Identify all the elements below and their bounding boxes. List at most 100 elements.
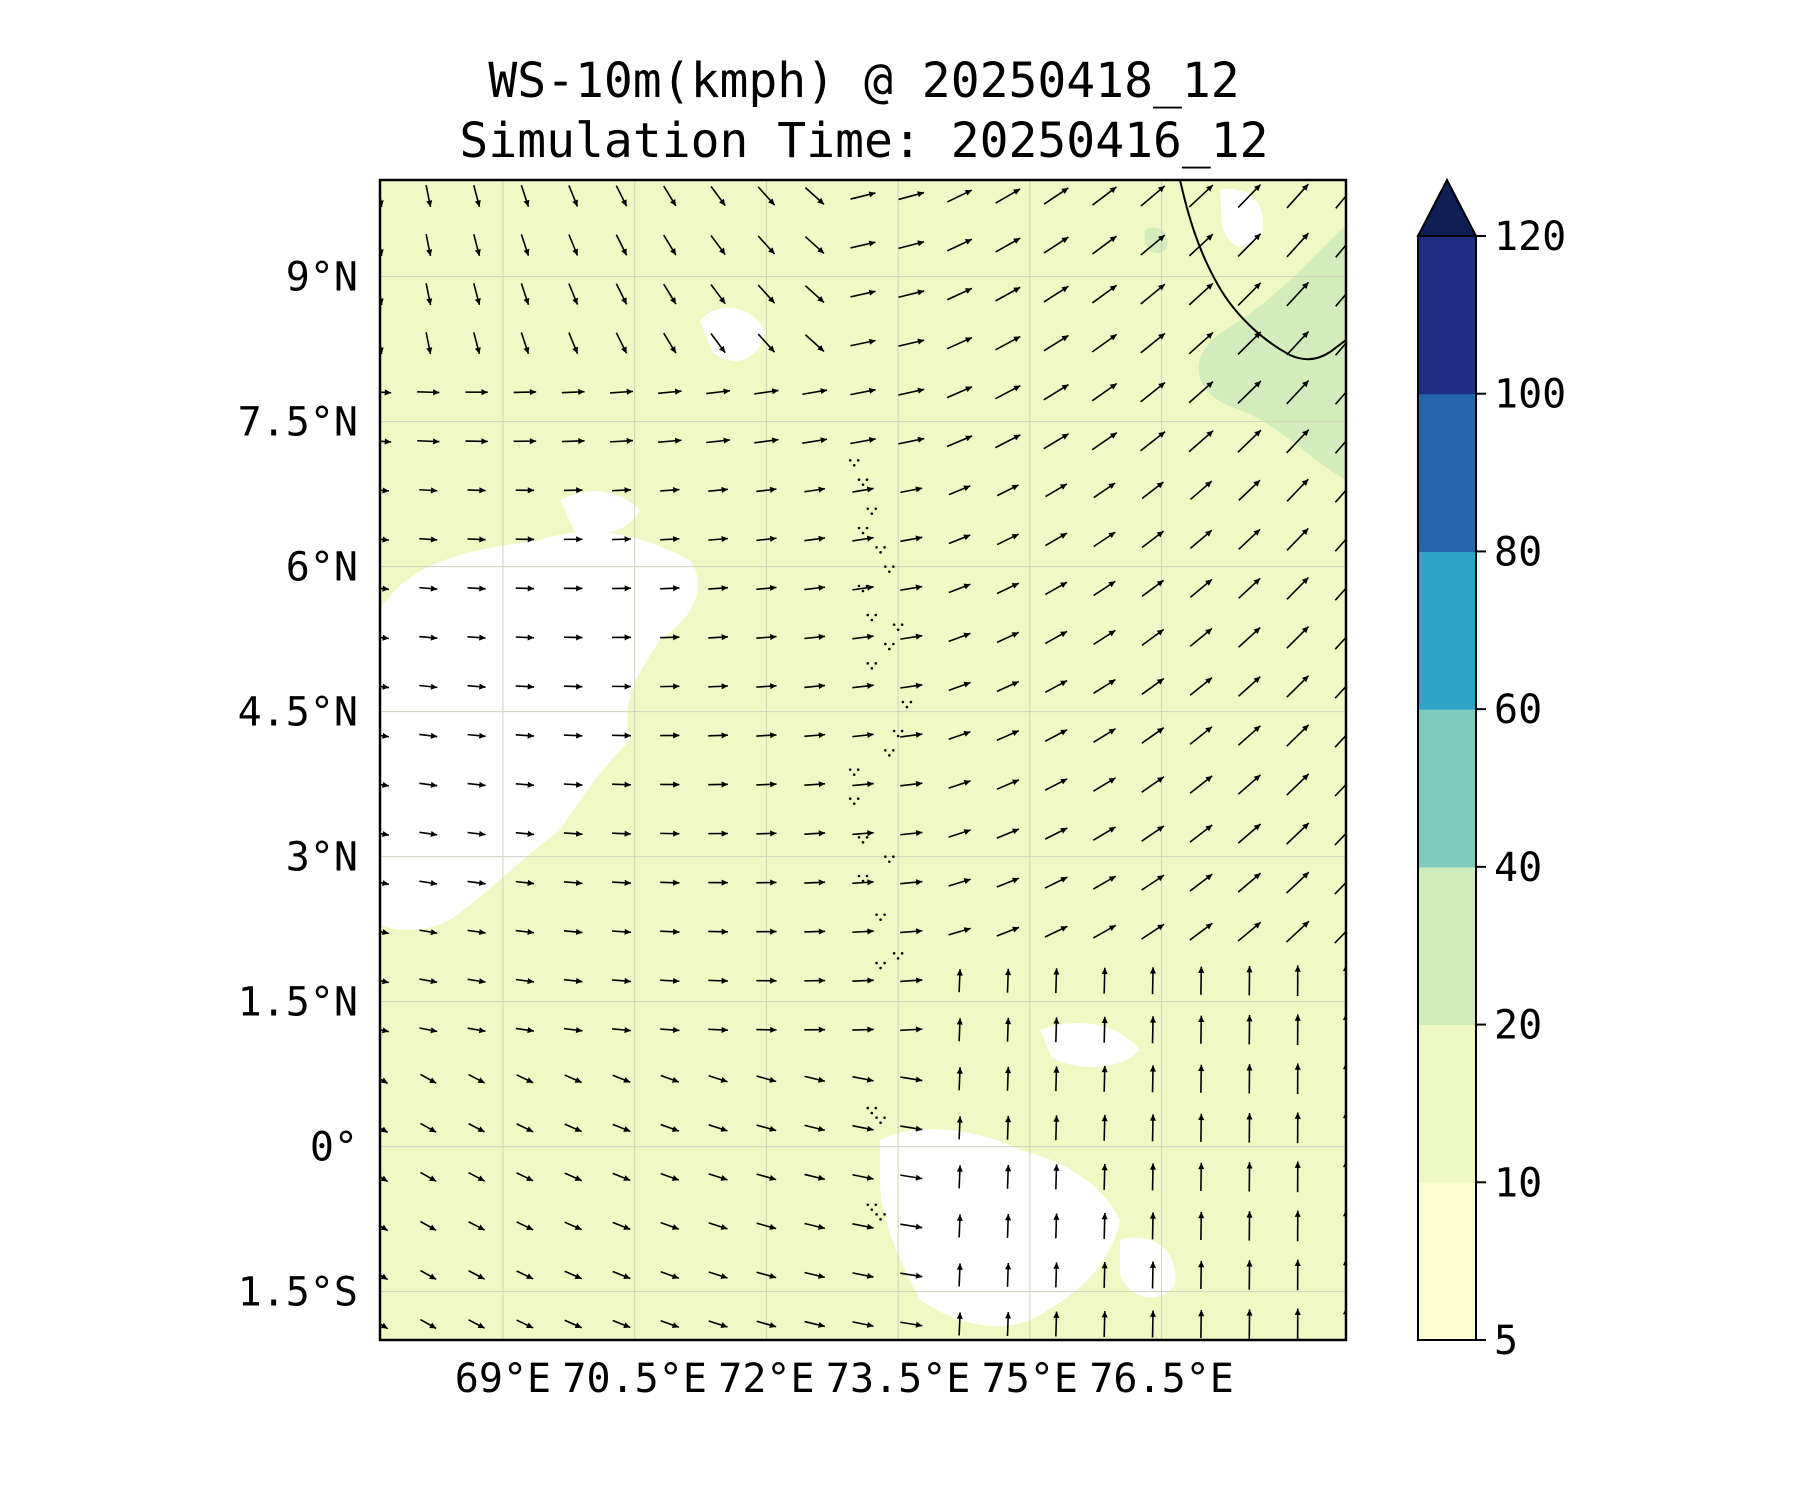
wind-arrow <box>708 634 728 641</box>
wind-arrow <box>852 781 874 788</box>
wind-arrow <box>515 732 535 739</box>
wind-arrow <box>708 879 728 886</box>
wind-arrow <box>1149 1310 1156 1338</box>
wind-arrow <box>1053 1017 1060 1043</box>
wind-arrow <box>1237 282 1262 306</box>
wind-arrow <box>1286 232 1310 258</box>
wind-arrow <box>1285 920 1310 943</box>
wind-arrow <box>1237 331 1262 355</box>
wind-arrow <box>467 830 486 837</box>
wind-arrow <box>1005 1066 1012 1091</box>
island-dot <box>884 749 887 752</box>
wind-arrow <box>756 1320 777 1328</box>
wind-arrow <box>804 1075 826 1083</box>
wind-arrow <box>956 1018 963 1042</box>
wind-arrow <box>380 634 390 641</box>
wind-arrow <box>465 389 488 396</box>
wind-arrow <box>612 781 631 788</box>
island-dot <box>888 647 891 651</box>
wind-arrow <box>900 1223 923 1230</box>
wind-arrow <box>419 1027 438 1034</box>
wind-arrow <box>708 1026 728 1033</box>
wind-arrow <box>1091 333 1118 353</box>
island-dot <box>874 507 878 510</box>
colorbar-tick-label: 20 <box>1494 1003 1542 1049</box>
wind-arrow <box>1188 184 1214 208</box>
wind-arrow <box>1189 824 1213 843</box>
wind-arrow <box>1294 965 1301 997</box>
wind-arrow <box>852 682 874 689</box>
wind-arrow <box>380 1322 389 1330</box>
wind-arrow <box>1237 676 1261 697</box>
wind-arrow <box>1005 1312 1012 1336</box>
wind-arrow <box>1188 331 1214 355</box>
island-dot <box>865 478 869 481</box>
wind-arrow <box>467 1027 486 1034</box>
wind-arrow <box>900 731 923 738</box>
wind-arrow <box>380 880 389 887</box>
wind-arrow <box>900 1026 923 1033</box>
wind-arrow <box>609 437 634 444</box>
wind-arrow <box>1238 577 1261 599</box>
wind-arrow <box>1246 1015 1253 1045</box>
wind-arrow <box>1189 676 1213 696</box>
wind-arrow <box>1237 872 1262 893</box>
wind-arrow <box>564 1270 583 1280</box>
wind-arrow <box>804 584 826 591</box>
wind-arrow <box>900 780 923 787</box>
wind-arrow <box>515 487 535 494</box>
lon-tick-label: 75°E <box>982 1356 1078 1402</box>
wind-arrow <box>612 1172 631 1182</box>
wind-arrow <box>708 1124 728 1132</box>
wind-arrow <box>1334 489 1346 503</box>
wind-arrow <box>515 978 535 985</box>
wind-arrow <box>1043 383 1069 401</box>
island-dot <box>861 841 865 844</box>
wind-arrow <box>1294 1210 1301 1242</box>
wind-arrow <box>1044 728 1068 742</box>
wind-arrow <box>1101 1262 1108 1288</box>
wind-arrow <box>419 634 438 641</box>
island-dot <box>875 1213 878 1216</box>
island-dot <box>892 855 895 858</box>
island-dot <box>892 565 895 568</box>
wind-arrow <box>563 879 583 886</box>
colorbar-tick-label: 100 <box>1494 372 1566 418</box>
wind-arrow <box>515 1027 535 1034</box>
wind-arrow <box>1198 1064 1205 1093</box>
wind-arrow <box>996 582 1020 595</box>
wind-arrow <box>900 830 923 837</box>
wind-arrow <box>956 1214 963 1238</box>
island-dot <box>856 459 860 462</box>
wind-arrow <box>467 781 486 788</box>
wind-arrow <box>1093 531 1116 548</box>
wind-arrow <box>850 338 876 347</box>
wind-arrow <box>612 732 631 739</box>
wind-arrow <box>948 534 971 545</box>
wind-arrow <box>852 1173 874 1181</box>
colorbar-tick-label: 60 <box>1494 687 1542 733</box>
wind-arrow <box>948 583 971 594</box>
lat-tick-label: 7.5°N <box>238 400 358 446</box>
wind-arrow <box>1043 285 1069 303</box>
lon-tick-label: 69°E <box>455 1356 551 1402</box>
wind-arrow <box>612 1319 631 1329</box>
wind-arrow <box>1141 825 1165 842</box>
wind-arrow <box>1334 538 1346 552</box>
wind-arrow <box>850 387 876 396</box>
wind-arrow <box>419 732 438 739</box>
wind-arrow <box>1045 483 1068 498</box>
wind-arrow <box>612 1270 631 1280</box>
wind-arrow <box>1198 1211 1205 1240</box>
wind-arrow <box>612 1027 631 1034</box>
calm-patch <box>440 696 568 823</box>
wind-arrow <box>563 830 583 837</box>
wind-arrow <box>1093 728 1116 743</box>
island-dot <box>892 623 896 626</box>
wind-arrow <box>660 486 680 494</box>
wind-arrow <box>660 1172 680 1181</box>
wind-arrow <box>756 1124 777 1132</box>
wind-arrow <box>850 437 876 445</box>
lat-tick-label: 3°N <box>286 835 358 881</box>
wind-arrow <box>900 486 923 494</box>
